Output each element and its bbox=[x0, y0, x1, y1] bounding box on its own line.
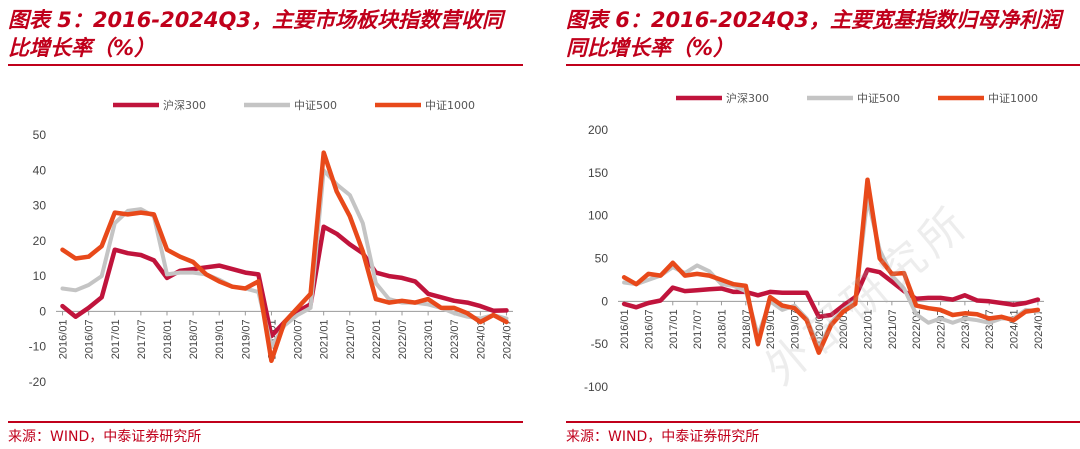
series-line-沪深300 bbox=[621, 267, 1041, 320]
legend-label: 中证500 bbox=[294, 99, 337, 112]
legend-label: 沪深300 bbox=[726, 91, 769, 105]
x-tick-label: 2020/07 bbox=[838, 309, 850, 349]
source-rule bbox=[566, 421, 1080, 423]
legend-label: 中证500 bbox=[857, 92, 900, 105]
legend-label: 沪深300 bbox=[163, 98, 206, 112]
series-line-中证1000 bbox=[621, 177, 1041, 355]
x-tick-label: 2018/07 bbox=[741, 309, 753, 349]
legend-label: 中证1000 bbox=[425, 99, 475, 112]
chart-title: 图表 5：2016-2024Q3，主要市场板块指数营收同比增长率（%） bbox=[8, 8, 503, 60]
y-tick-label: 20 bbox=[33, 234, 47, 248]
y-tick-label: 10 bbox=[33, 269, 47, 283]
x-tick-label: 2022/07 bbox=[936, 309, 948, 349]
title-rule bbox=[566, 64, 1080, 66]
y-tick-label: -50 bbox=[591, 337, 609, 351]
x-tick-label: 2022/01 bbox=[371, 319, 383, 359]
line-chart-profit: 200 150 100 50 0 -50 -100 2016/01 2016/07 2017/01… bbox=[566, 70, 1080, 418]
y-tick-label: 100 bbox=[588, 209, 608, 223]
x-tick-label: 2016/07 bbox=[643, 309, 655, 349]
x-tick-label: 2024/07 bbox=[501, 319, 513, 359]
y-tick-label: 150 bbox=[588, 166, 608, 180]
series-line-中证1000 bbox=[60, 150, 509, 364]
line-chart-revenue: 50 40 30 20 10 0 -10 -20 2016/01 2016/07 2017/01 20… bbox=[8, 70, 523, 418]
x-tick-label: 2019/07 bbox=[240, 319, 252, 359]
y-tick-label: 200 bbox=[588, 123, 608, 137]
x-tick-label: 2017/01 bbox=[110, 319, 122, 359]
x-tick-label: 2023/01 bbox=[423, 319, 435, 359]
x-tick-label: 2019/01 bbox=[765, 309, 777, 349]
x-tick-label: 2021/07 bbox=[887, 309, 899, 349]
x-tick-label: 2022/07 bbox=[397, 319, 409, 359]
x-tick-label: 2021/01 bbox=[319, 319, 331, 359]
x-tick-label: 2019/01 bbox=[214, 319, 226, 359]
x-tick-label: 2018/01 bbox=[162, 319, 174, 359]
x-tick-label: 2021/01 bbox=[863, 309, 875, 349]
source-rule bbox=[8, 421, 523, 423]
y-tick-label: -20 bbox=[29, 375, 47, 389]
x-tick-label: 2016/07 bbox=[84, 319, 96, 359]
x-tick-label: 2020/07 bbox=[293, 319, 305, 359]
x-tick-label: 2017/07 bbox=[692, 309, 704, 349]
source-note: 来源：WIND，中泰证券研究所 bbox=[566, 429, 760, 445]
y-tick-label: 40 bbox=[33, 163, 47, 177]
y-tick-label: 50 bbox=[33, 128, 47, 142]
y-tick-label: 30 bbox=[33, 199, 47, 213]
x-tick-label: 2019/07 bbox=[789, 309, 801, 349]
chart-panel-left: 图表 5：2016-2024Q3，主要市场板块指数营收同比增长率（%） 50 40… bbox=[8, 0, 528, 449]
x-tick-label: 2016/01 bbox=[619, 309, 631, 349]
x-tick-label: 2021/07 bbox=[345, 319, 357, 359]
x-tick-label: 2017/07 bbox=[136, 319, 148, 359]
y-tick-label: 50 bbox=[595, 252, 609, 266]
chart-title: 图表 6：2016-2024Q3，主要宽基指数归母净利润同比增长率（%） bbox=[566, 8, 1061, 60]
y-tick-label: 0 bbox=[39, 304, 46, 318]
legend-label: 中证1000 bbox=[988, 92, 1038, 105]
x-tick-label: 2016/01 bbox=[58, 319, 70, 359]
source-note: 来源：WIND，中泰证券研究所 bbox=[8, 429, 202, 445]
y-tick-label: 0 bbox=[601, 294, 608, 308]
chart-svg: 50 40 30 20 10 0 -10 -20 2016/01 2016/07 2017/01 20… bbox=[29, 98, 514, 389]
chart-panel-right: 图表 6：2016-2024Q3，主要宽基指数归母净利润同比增长率（%） 200… bbox=[566, 0, 1080, 449]
y-tick-label: -100 bbox=[584, 380, 608, 394]
x-tick-label: 2018/07 bbox=[188, 319, 200, 359]
title-rule bbox=[8, 64, 523, 66]
x-tick-label: 2017/01 bbox=[668, 309, 680, 349]
x-tick-label: 2023/07 bbox=[449, 319, 461, 359]
x-tick-label: 2024/01 bbox=[475, 319, 487, 359]
y-tick-label: -10 bbox=[29, 340, 47, 354]
x-tick-label: 2018/01 bbox=[716, 309, 728, 349]
x-tick-label: 2024/07 bbox=[1033, 309, 1045, 349]
chart-svg: 200 150 100 50 0 -50 -100 2016/01 2016/07 2017/01… bbox=[584, 91, 1045, 394]
